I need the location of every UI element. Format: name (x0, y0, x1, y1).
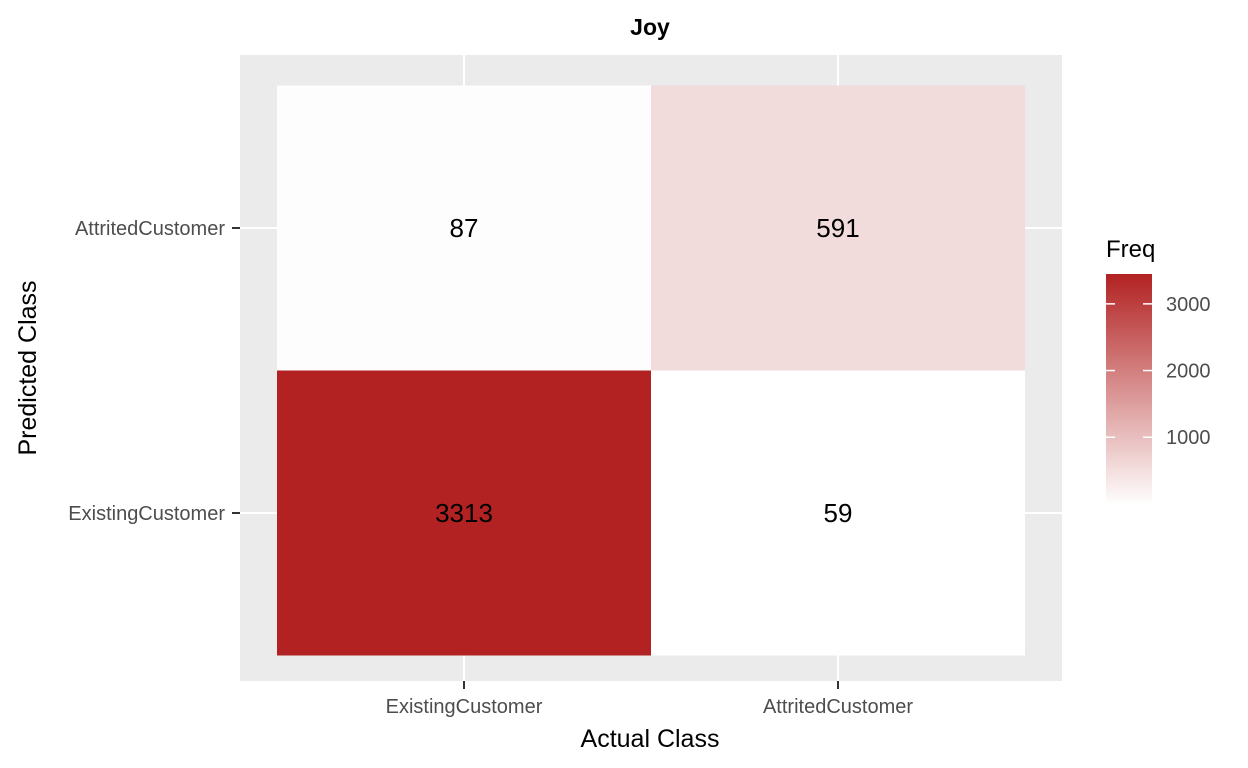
legend-break-label: 1000 (1166, 427, 1211, 449)
cell-value-label: 3313 (435, 498, 493, 528)
x-axis: ExistingCustomer AttritedCustomer (386, 681, 913, 718)
x-tick-label: AttritedCustomer (763, 696, 913, 718)
legend-title: Freq (1106, 236, 1155, 263)
heatmap-cell (651, 85, 1025, 371)
chart-title: Joy (630, 14, 670, 40)
heatmap-cell (651, 370, 1025, 656)
legend-colorbar (1106, 274, 1152, 505)
legend-break-label: 3000 (1166, 294, 1211, 316)
y-tick-label: AttritedCustomer (75, 218, 225, 240)
heatmap-cell (277, 370, 651, 656)
heatmap-cell (277, 85, 651, 371)
y-tick-label: ExistingCustomer (68, 503, 225, 525)
x-tick-label: ExistingCustomer (386, 696, 543, 718)
y-axis-title: Predicted Class (14, 280, 42, 455)
y-axis: ExistingCustomer AttritedCustomer (68, 218, 240, 525)
heatmap-cells: 87 591 3313 59 (277, 85, 1025, 656)
cell-value-label: 87 (450, 213, 479, 243)
cell-value-label: 59 (824, 498, 853, 528)
legend-break-label: 2000 (1166, 361, 1211, 383)
legend: Freq 1000 2000 3000 (1106, 236, 1211, 505)
x-axis-title: Actual Class (581, 725, 720, 753)
cell-value-label: 591 (816, 213, 859, 243)
